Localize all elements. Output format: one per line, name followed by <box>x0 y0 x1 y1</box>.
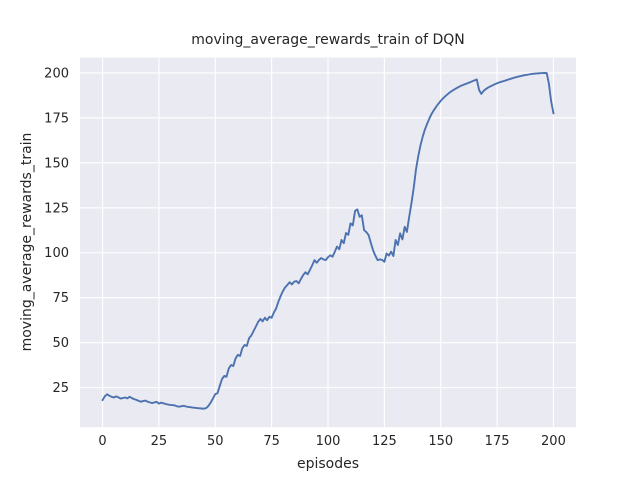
y-tick-label: 125 <box>44 201 69 216</box>
x-tick-label: 25 <box>151 434 168 449</box>
chart-title: moving_average_rewards_train of DQN <box>191 32 465 48</box>
y-tick-label: 75 <box>52 291 69 306</box>
y-tick-label: 175 <box>44 111 69 126</box>
x-tick-label: 0 <box>98 434 106 449</box>
x-tick-label: 200 <box>541 434 566 449</box>
plot-generated-layer: 0 25 50 75 100 125 150 175 200 25 50 75 100 125 150 175… <box>44 57 576 449</box>
y-tick-label: 50 <box>52 336 69 351</box>
y-tick-label: 200 <box>44 66 69 81</box>
x-tick-label: 75 <box>263 434 280 449</box>
y-tick-label: 150 <box>44 156 69 171</box>
y-tick-label: 100 <box>44 246 69 261</box>
x-tick-label: 175 <box>485 434 510 449</box>
x-tick-label: 150 <box>428 434 453 449</box>
y-axis-label: moving_average_rewards_train <box>19 133 35 352</box>
y-tick-label: 25 <box>52 381 69 396</box>
x-tick-label: 125 <box>372 434 397 449</box>
x-tick-label: 50 <box>207 434 224 449</box>
x-tick-label: 100 <box>316 434 341 449</box>
x-axis-label: episodes <box>297 456 359 472</box>
reward-line <box>101 71 555 410</box>
